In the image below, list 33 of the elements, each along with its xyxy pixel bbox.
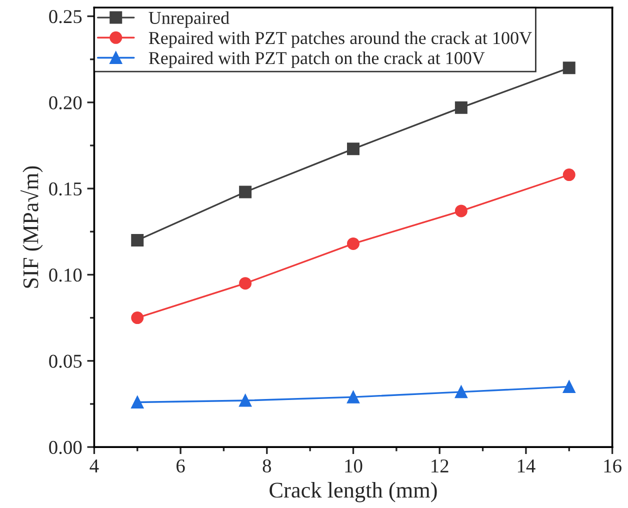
y-tick-label: 0.00	[49, 440, 82, 454]
x-tick-label: 16	[604, 459, 622, 473]
y-tick-label: 0.20	[49, 96, 82, 110]
point	[562, 380, 576, 393]
legend-label: Repaired with PZT patches around the crack at 100V	[148, 31, 532, 48]
x-tick-label: 14	[518, 460, 536, 472]
point	[347, 142, 360, 156]
point	[454, 101, 468, 114]
y-tick-label: 0.25	[49, 10, 82, 24]
legend-label: Unrepaired	[148, 11, 230, 28]
point	[454, 204, 468, 218]
point	[562, 62, 576, 74]
x-tick-label: 10	[345, 459, 362, 473]
point	[239, 186, 252, 198]
point	[454, 386, 468, 398]
point	[347, 390, 360, 404]
x-axis-title: Crack length (mm)	[270, 482, 437, 502]
y-tick-label: 0.05	[49, 354, 82, 368]
point	[239, 277, 252, 290]
point	[131, 312, 144, 324]
point	[562, 168, 576, 182]
y-tick-label: 0.15	[49, 182, 82, 196]
x-tick-label: 6	[176, 459, 185, 473]
x-tick-label: 12	[432, 459, 448, 472]
x-tick-label: 4	[90, 460, 99, 472]
y-tick-label: 0.10	[49, 268, 82, 282]
point	[131, 234, 144, 247]
point	[347, 237, 360, 250]
legend-label: Repaired with PZT patch on the crack at 100V	[148, 52, 485, 68]
point	[131, 396, 144, 408]
x-tick-label: 8	[262, 459, 272, 473]
point	[239, 394, 252, 407]
y-axis-title: SIF (MPa√m)	[20, 166, 43, 288]
